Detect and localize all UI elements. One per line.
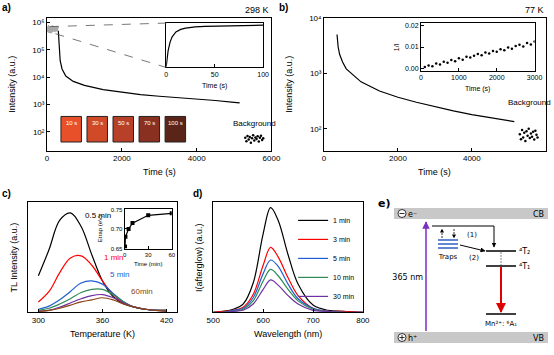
svg-text:b): b) [279, 2, 288, 13]
svg-text:Intensity (a.u.): Intensity (a.u.) [7, 56, 17, 113]
svg-text:70 s: 70 s [144, 120, 155, 126]
svg-text:10⁶: 10⁶ [32, 18, 44, 27]
svg-text:0.65: 0.65 [111, 246, 123, 252]
svg-text:10²: 10² [310, 125, 322, 134]
svg-text:1000: 1000 [451, 74, 467, 81]
svg-text:⁴T₁: ⁴T₁ [519, 262, 530, 271]
svg-text:300: 300 [32, 316, 46, 325]
svg-text:Time (s): Time (s) [143, 167, 176, 177]
svg-text:0.75: 0.75 [111, 207, 123, 213]
svg-text:0.00: 0.00 [405, 65, 419, 72]
svg-text:e): e) [378, 197, 391, 210]
svg-text:d): d) [193, 188, 202, 199]
svg-text:0: 0 [419, 74, 423, 81]
svg-text:1/I: 1/I [393, 43, 400, 51]
svg-text:10 min: 10 min [333, 274, 354, 281]
svg-text:10³: 10³ [33, 100, 45, 109]
svg-text:800: 800 [356, 316, 370, 325]
svg-text:1 min: 1 min [104, 253, 124, 262]
svg-text:0: 0 [322, 154, 327, 163]
svg-text:30 s: 30 s [92, 120, 103, 126]
svg-text:Background: Background [233, 119, 276, 128]
svg-text:77 K: 77 K [525, 5, 544, 15]
svg-text:100: 100 [257, 71, 269, 78]
svg-text:3000: 3000 [527, 74, 543, 81]
svg-text:Time (s): Time (s) [465, 85, 490, 93]
svg-text:360: 360 [96, 316, 110, 325]
svg-text:Temperature (K): Temperature (K) [70, 329, 135, 339]
svg-text:10 s: 10 s [66, 120, 77, 126]
svg-text:50 s: 50 s [118, 120, 129, 126]
svg-text:420: 420 [160, 316, 174, 325]
svg-text:5 min: 5 min [110, 270, 130, 279]
svg-text:3 min: 3 min [333, 236, 350, 243]
svg-text:5 min: 5 min [333, 255, 350, 262]
svg-text:10⁵: 10⁵ [32, 46, 44, 55]
svg-text:2000: 2000 [389, 154, 407, 163]
svg-text:Intensity (a.u.): Intensity (a.u.) [284, 56, 294, 113]
svg-text:4000: 4000 [463, 154, 481, 163]
svg-text:0.5 min: 0.5 min [85, 211, 111, 220]
svg-text:298 K: 298 K [245, 5, 269, 15]
svg-text:0.02: 0.02 [405, 22, 419, 29]
svg-text:Traps: Traps [438, 253, 458, 261]
svg-text:4000: 4000 [188, 154, 206, 163]
svg-text:0.70: 0.70 [111, 226, 123, 232]
svg-text:Time (s): Time (s) [202, 82, 227, 90]
svg-text:600: 600 [256, 316, 270, 325]
svg-text:CB: CB [533, 210, 544, 219]
svg-text:365 nm: 365 nm [392, 273, 423, 282]
svg-text:10⁴: 10⁴ [32, 73, 45, 82]
svg-text:e⁻: e⁻ [408, 210, 417, 219]
svg-text:6000: 6000 [263, 154, 281, 163]
svg-text:500: 500 [207, 316, 221, 325]
svg-text:(1): (1) [467, 231, 477, 239]
svg-text:c): c) [2, 188, 11, 199]
svg-text:30 min: 30 min [333, 293, 354, 300]
svg-text:10⁴: 10⁴ [309, 14, 322, 23]
svg-text:0: 0 [164, 71, 168, 78]
svg-text:Etrap (eV): Etrap (eV) [97, 215, 103, 242]
svg-text:⁴T₂: ⁴T₂ [519, 247, 530, 256]
svg-text:30: 30 [145, 252, 152, 258]
svg-text:h⁺: h⁺ [408, 334, 417, 343]
svg-text:0: 0 [45, 154, 50, 163]
svg-text:2000: 2000 [489, 74, 505, 81]
svg-text:50: 50 [211, 71, 219, 78]
svg-text:Wavelength (nm): Wavelength (nm) [254, 329, 322, 339]
svg-text:10²: 10² [33, 128, 45, 137]
svg-text:0.01: 0.01 [405, 43, 419, 50]
svg-text:10³: 10³ [310, 69, 322, 78]
svg-text:Time (s): Time (s) [418, 167, 451, 177]
svg-text:60: 60 [168, 252, 175, 258]
svg-text:(2): (2) [469, 254, 479, 262]
svg-text:2000: 2000 [113, 154, 131, 163]
svg-text:100 s: 100 s [168, 120, 183, 126]
svg-text:60min: 60min [131, 287, 153, 296]
svg-text:a): a) [2, 2, 11, 13]
svg-text:Background: Background [508, 98, 551, 107]
svg-text:I(afterglow) (a.u.): I(afterglow) (a.u.) [194, 223, 204, 292]
svg-text:1 min: 1 min [333, 217, 350, 224]
svg-text:Mn²⁺: ⁶A₁: Mn²⁺: ⁶A₁ [485, 320, 517, 328]
svg-text:TL Intensity (a.u.): TL Intensity (a.u.) [9, 223, 19, 293]
svg-text:0: 0 [123, 252, 127, 258]
svg-text:VB: VB [533, 334, 544, 343]
svg-text:700: 700 [306, 316, 320, 325]
svg-text:Time (min): Time (min) [134, 261, 162, 267]
